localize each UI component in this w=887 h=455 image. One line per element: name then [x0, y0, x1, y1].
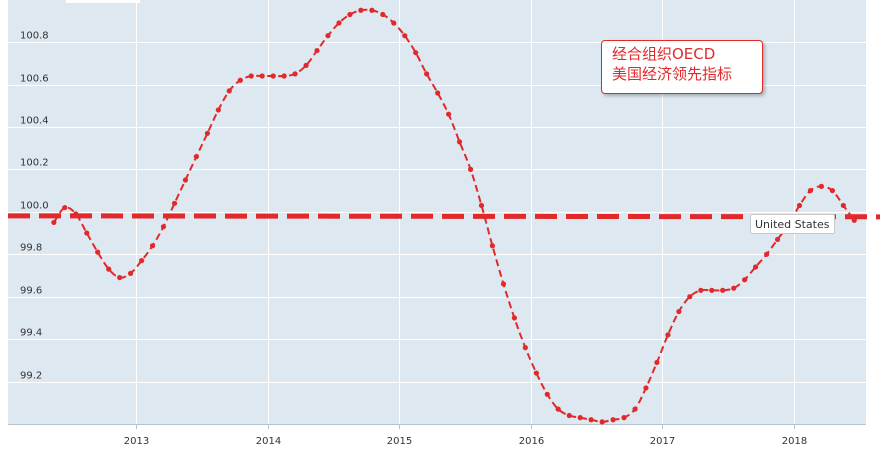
y-tick-label: 100.2 — [20, 158, 49, 169]
data-point — [237, 77, 243, 83]
data-point — [478, 202, 485, 209]
y-tick-label: 100.6 — [20, 74, 49, 85]
data-point — [818, 183, 824, 189]
data-point — [654, 359, 660, 366]
data-point — [522, 345, 528, 351]
series-tooltip: United States — [750, 214, 835, 234]
data-point — [84, 230, 90, 236]
data-point — [610, 417, 616, 423]
data-point — [106, 266, 112, 272]
x-tick-label: 2016 — [519, 436, 544, 447]
data-point — [193, 154, 199, 160]
series-layer — [51, 7, 857, 425]
data-point — [456, 139, 463, 145]
data-point — [270, 73, 276, 79]
x-tick-label: 2018 — [782, 436, 807, 447]
data-point — [336, 20, 342, 26]
reference-line — [7, 213, 881, 220]
y-tick-label: 99.8 — [20, 243, 42, 254]
data-point — [127, 270, 134, 276]
data-point — [435, 90, 441, 96]
data-point — [698, 287, 704, 293]
data-point — [325, 33, 331, 39]
x-tick-label: 2015 — [387, 436, 412, 447]
data-point — [467, 166, 474, 172]
data-point — [533, 370, 539, 376]
data-point — [807, 187, 814, 194]
annotation-box: 经合组织OECD 美国经济领先指标 — [601, 40, 763, 94]
data-point — [764, 251, 770, 257]
data-point — [731, 285, 737, 291]
x-tick-label: 2017 — [650, 436, 675, 447]
data-point — [380, 11, 386, 18]
data-point — [281, 73, 287, 79]
data-point — [369, 7, 375, 13]
x-axis-ticks: 2013 2014 2015 2016 2017 2018 — [124, 424, 807, 447]
data-point — [566, 412, 572, 419]
data-point — [796, 202, 803, 209]
data-point — [391, 20, 397, 26]
data-point — [720, 287, 726, 293]
data-point — [621, 415, 627, 421]
data-point — [215, 107, 221, 113]
data-point — [95, 249, 101, 255]
x-tick-label: 2013 — [124, 436, 149, 447]
y-tick-label: 100.8 — [20, 31, 49, 42]
data-point — [511, 315, 517, 321]
data-point — [424, 71, 430, 77]
data-point — [555, 406, 561, 412]
data-point — [489, 243, 496, 249]
annotation-line-2: 美国经济领先指标 — [612, 65, 733, 83]
annotation-line-1: 经合组织OECD — [612, 45, 716, 63]
y-tick-label: 99.4 — [20, 328, 42, 339]
data-point — [752, 264, 759, 270]
data-point — [500, 281, 507, 287]
data-point — [160, 224, 167, 230]
x-tick-label: 2014 — [256, 436, 281, 447]
data-point — [117, 274, 123, 281]
data-point — [742, 277, 748, 283]
data-point — [303, 62, 309, 69]
data-point — [577, 415, 583, 421]
data-point — [171, 200, 178, 206]
y-tick-label: 99.2 — [20, 371, 42, 382]
data-point — [829, 187, 836, 194]
data-point — [643, 385, 649, 391]
data-point — [204, 130, 211, 136]
data-point — [588, 417, 594, 423]
data-point — [687, 294, 693, 300]
y-tick-label: 99.6 — [20, 286, 42, 297]
data-point — [51, 219, 57, 226]
data-point — [402, 33, 408, 39]
data-point — [259, 73, 265, 79]
data-point — [413, 50, 419, 56]
data-point — [347, 11, 353, 18]
data-point — [840, 202, 846, 209]
data-point — [149, 243, 156, 249]
data-point — [62, 204, 68, 211]
data-point — [774, 236, 781, 243]
data-point — [632, 406, 638, 412]
data-point — [709, 287, 715, 293]
y-tick-label: 100.0 — [20, 201, 49, 212]
data-point — [358, 7, 364, 13]
y-tick-label: 100.4 — [20, 116, 49, 127]
data-point — [139, 258, 145, 264]
data-point — [248, 73, 254, 79]
data-point — [665, 332, 671, 338]
y-axis-ticks: 99.2 99.4 99.6 99.8 100.0 100.2 100.4 100.6 100.… — [20, 31, 49, 382]
top-tab-highlight — [66, 0, 140, 3]
data-point — [314, 47, 320, 54]
data-point — [599, 419, 605, 425]
reference-layer — [7, 213, 881, 220]
data-point — [226, 88, 232, 94]
data-point — [292, 71, 298, 77]
data-point — [544, 391, 550, 397]
data-point — [676, 308, 682, 315]
data-point — [446, 111, 452, 117]
data-point — [182, 177, 189, 183]
